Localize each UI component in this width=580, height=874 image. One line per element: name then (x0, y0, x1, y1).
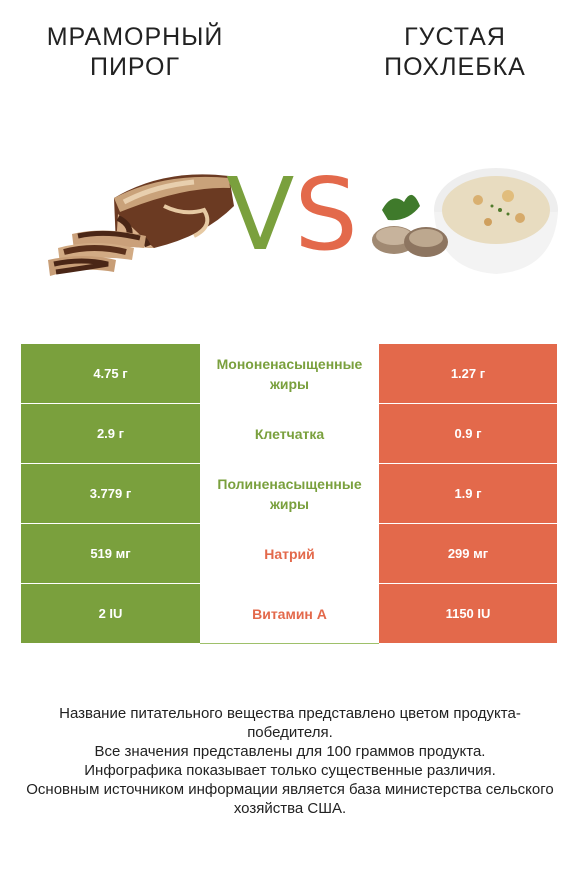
nutrient-label: Натрий (264, 545, 315, 562)
footer-notes: Название питательного вещества представл… (20, 704, 560, 818)
footer-line: Основным источником информации является … (26, 781, 554, 817)
nutrient-label: Полиненасыщенные жиры (217, 475, 362, 512)
right-value: 1.9 г (379, 464, 557, 523)
table-row: 2.9 г Клетчатка 0.9 г (21, 404, 557, 464)
comparison-table: 4.75 г Мононенасыщенные жиры 1.27 г 2.9 … (21, 344, 557, 644)
footer-line: Все значения представлены для 100 граммо… (94, 743, 486, 760)
left-value: 519 мг (21, 524, 200, 583)
nutrient-name: Натрий (200, 524, 379, 584)
left-value: 2 IU (21, 584, 200, 643)
footer-line: Инфографика показывает только существенн… (84, 762, 496, 779)
table-row: 4.75 г Мононенасыщенные жиры 1.27 г (21, 344, 557, 404)
row-divider (21, 403, 557, 404)
right-value: 1.27 г (379, 344, 557, 403)
table-row: 519 мг Натрий 299 мг (21, 524, 557, 584)
vs-s-letter: S (294, 156, 358, 273)
table-row: 2 IU Витамин A 1150 IU (21, 584, 557, 644)
row-divider (21, 523, 557, 524)
vs-v-letter: V (226, 156, 295, 273)
right-value: 1150 IU (379, 584, 557, 643)
nutrient-name: Клетчатка (200, 404, 379, 464)
nutrient-label: Витамин A (252, 605, 327, 622)
left-value: 2.9 г (21, 404, 200, 463)
right-value: 0.9 г (379, 404, 557, 463)
chowder-bowl-image (372, 168, 558, 274)
marble-cake-image (48, 174, 234, 276)
row-divider (21, 583, 557, 584)
left-value: 4.75 г (21, 344, 200, 403)
left-food-title: МРАМОРНЫЙ ПИРОГ (46, 23, 224, 81)
footer-line: Название питательного вещества представл… (59, 705, 521, 741)
nutrient-name: Полиненасыщенные жиры (200, 464, 379, 524)
right-food-title: ГУСТАЯ ПОХЛЕБКА (384, 23, 526, 81)
right-value: 299 мг (379, 524, 557, 583)
row-divider (21, 463, 557, 464)
nutrient-name: Витамин A (200, 584, 379, 644)
nutrient-label: Клетчатка (254, 425, 325, 442)
table-row: 3.779 г Полиненасыщенные жиры 1.9 г (21, 464, 557, 524)
left-value: 3.779 г (21, 464, 200, 523)
nutrient-label: Мононенасыщенные жиры (216, 355, 363, 392)
vs-label: VS (226, 160, 358, 270)
nutrient-name: Мононенасыщенные жиры (200, 344, 379, 404)
